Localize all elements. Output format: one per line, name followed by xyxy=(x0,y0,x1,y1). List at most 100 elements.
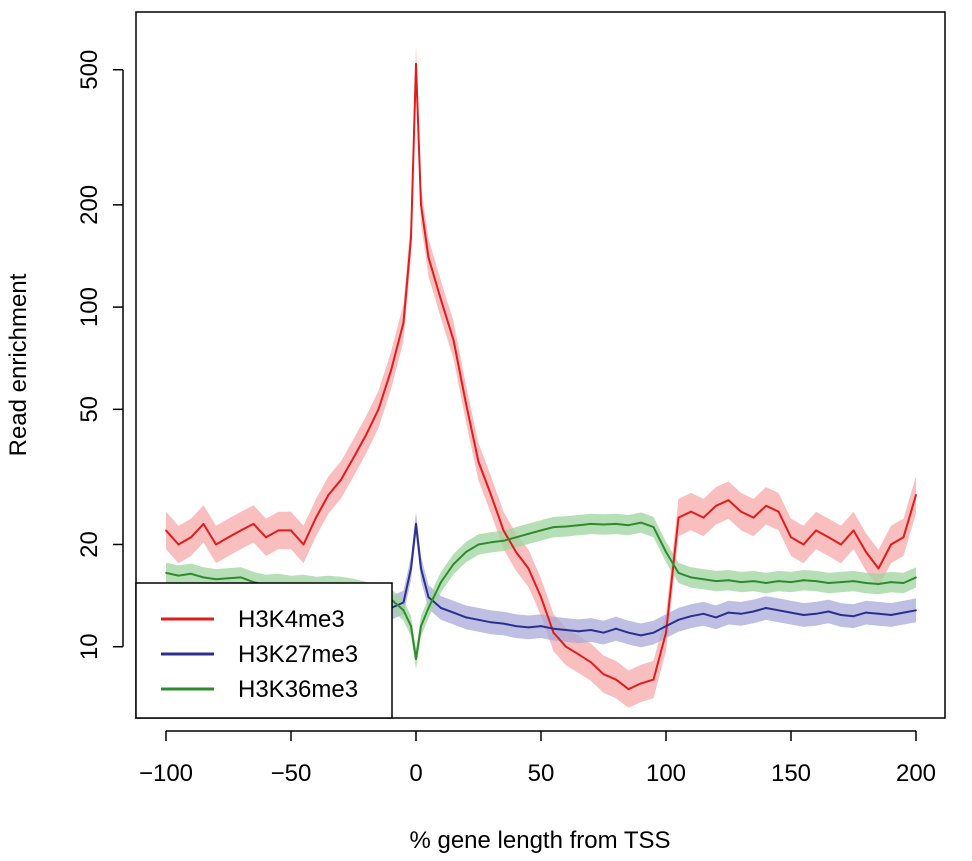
x-tick-label: 200 xyxy=(896,760,936,787)
data-point xyxy=(415,522,417,525)
data-point xyxy=(420,625,422,628)
x-tick-label: −100 xyxy=(139,760,193,787)
data-point xyxy=(865,582,867,584)
data-point xyxy=(590,629,592,631)
data-point xyxy=(165,571,167,574)
data-point xyxy=(852,529,855,532)
data-point xyxy=(902,611,905,614)
data-point xyxy=(665,551,667,553)
data-point xyxy=(240,576,242,579)
data-point xyxy=(715,580,717,583)
data-point xyxy=(815,529,817,532)
data-point xyxy=(252,522,255,525)
data-point xyxy=(427,607,430,609)
data-point xyxy=(390,369,392,372)
data-point xyxy=(477,618,480,621)
data-point xyxy=(402,601,405,604)
data-point xyxy=(765,582,767,584)
data-point xyxy=(765,607,767,609)
legend-box xyxy=(135,582,393,719)
x-tick-label: −50 xyxy=(271,760,312,787)
data-point xyxy=(410,625,412,628)
data-point xyxy=(240,529,242,532)
data-point xyxy=(915,609,917,612)
data-point xyxy=(727,499,730,502)
data-point xyxy=(802,543,805,546)
data-point xyxy=(265,536,267,539)
data-point xyxy=(840,614,842,616)
data-point xyxy=(652,678,655,681)
data-point xyxy=(552,526,555,529)
legend-label: H3K36me3 xyxy=(238,676,358,703)
data-point xyxy=(465,616,467,619)
plot-frame xyxy=(135,11,946,719)
data-point xyxy=(752,516,755,519)
data-point xyxy=(827,536,830,539)
data-point xyxy=(190,572,192,575)
data-point xyxy=(665,625,667,628)
data-point xyxy=(852,580,855,583)
data-point xyxy=(515,536,517,539)
x-tick-label: 100 xyxy=(646,760,686,787)
data-point xyxy=(740,581,742,583)
data-point xyxy=(615,522,617,525)
data-point xyxy=(465,402,467,405)
data-point xyxy=(640,521,642,524)
data-point xyxy=(465,551,467,553)
data-point xyxy=(602,523,605,526)
data-point xyxy=(615,678,617,681)
data-point xyxy=(777,510,780,513)
data-point xyxy=(702,578,705,581)
data-point xyxy=(427,596,430,598)
data-point xyxy=(902,536,905,539)
data-point xyxy=(565,525,567,528)
data-point xyxy=(402,609,405,612)
y-axis: 10 20 50 100 200 500 xyxy=(76,50,124,660)
data-point xyxy=(865,611,867,614)
data-point xyxy=(802,614,805,616)
data-point xyxy=(202,576,205,579)
data-point xyxy=(290,529,292,532)
data-point xyxy=(452,339,455,341)
data-point xyxy=(227,577,230,580)
data-point xyxy=(840,543,842,546)
data-point xyxy=(540,529,542,532)
data-point xyxy=(627,631,630,634)
data-point xyxy=(340,478,342,481)
data-point xyxy=(627,524,630,527)
data-point xyxy=(302,543,305,546)
data-point xyxy=(602,631,605,634)
legend-label: H3K27me3 xyxy=(238,641,358,668)
data-point xyxy=(165,529,167,532)
y-tick-label: 20 xyxy=(76,531,103,558)
data-point xyxy=(765,504,767,507)
data-point xyxy=(527,626,530,629)
data-point xyxy=(915,493,917,496)
legend-label: H3K4me3 xyxy=(238,606,345,633)
data-point xyxy=(702,516,705,519)
data-point xyxy=(877,612,880,615)
data-point xyxy=(790,536,792,539)
data-point xyxy=(565,629,567,631)
y-axis-label: Read enrichment xyxy=(5,273,32,456)
data-point xyxy=(402,321,405,324)
data-point xyxy=(865,551,867,553)
data-point xyxy=(702,612,705,615)
x-tick-label: 50 xyxy=(528,760,555,787)
data-point xyxy=(715,616,717,619)
data-point xyxy=(477,543,480,546)
data-point xyxy=(327,493,330,496)
data-point xyxy=(427,256,430,259)
data-point xyxy=(440,581,442,583)
data-point xyxy=(890,543,892,546)
data-point xyxy=(715,504,717,507)
data-point xyxy=(415,63,417,65)
data-point xyxy=(410,236,412,239)
data-point xyxy=(490,493,492,496)
data-point xyxy=(827,582,830,584)
data-point xyxy=(215,543,217,546)
x-tick-label: 0 xyxy=(409,760,422,787)
data-point xyxy=(777,609,780,612)
data-point xyxy=(452,563,455,566)
